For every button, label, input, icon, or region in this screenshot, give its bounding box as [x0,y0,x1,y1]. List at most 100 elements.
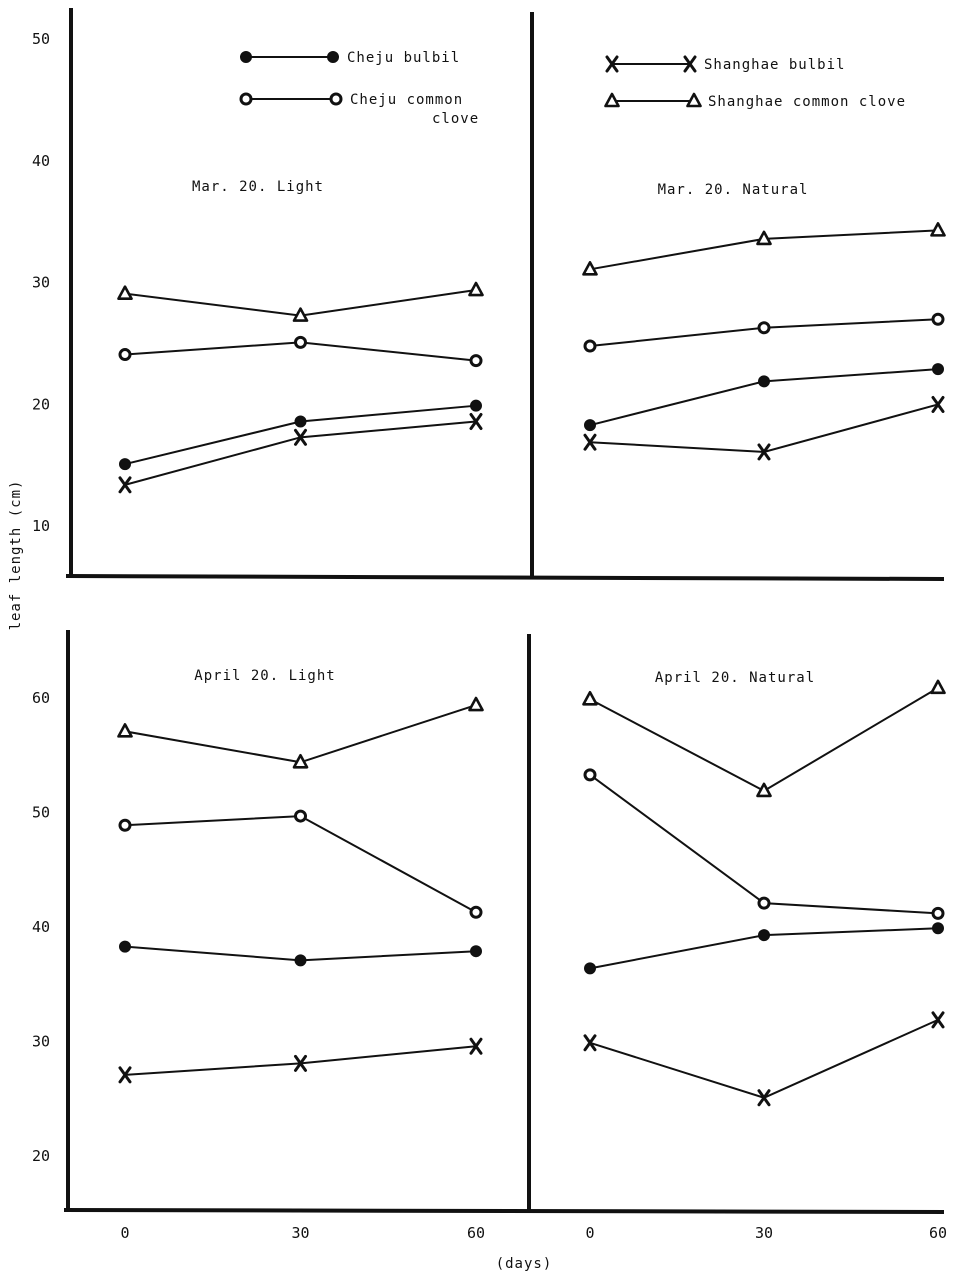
data-point [584,962,596,975]
x-axis-title: (days) [496,1256,553,1272]
y-tick-label: 20 [32,1147,50,1165]
data-point [117,285,133,300]
series-shanghae-bulbil [583,1011,945,1107]
series-shanghae-bulbil [118,413,483,494]
data-point [930,222,946,237]
series-line [124,420,477,486]
panel-mar-20-light [117,281,484,494]
data-point [583,433,597,451]
x-tick-labels: 0 30 60 0 30 60 [120,1224,947,1242]
data-point [292,753,309,769]
legend-marker-start [605,55,619,73]
data-point [470,399,482,412]
data-point [118,1066,132,1084]
x-tick-label: 60 [467,1224,485,1242]
data-point [931,312,945,326]
data-point [470,945,482,958]
series-cheju-bulbil [584,363,944,432]
x-tick-label: 0 [120,1224,129,1242]
series-shanghae-common-clove [582,679,946,798]
data-point [117,723,133,738]
data-point [757,896,771,910]
data-point [932,922,944,935]
legend-label: Shanghae common clove [708,94,906,110]
series-line [124,815,477,914]
series-shanghae-common-clove [582,222,946,276]
legend-label: Cheju bulbil [347,50,460,66]
panel-mar-20-natural [582,222,946,461]
y-tick-label: 60 [32,689,50,707]
y-axis-title: leaf length (cm) [8,480,24,631]
panel-titles: Mar. 20. Light Mar. 20. Natural April 20. … [192,179,815,686]
bottom-x-axis [63,1208,945,1214]
data-point [930,679,946,695]
data-point [118,476,132,494]
legend-marker-start [239,92,253,106]
data-point [582,690,598,706]
legend-marker-end [329,92,343,106]
series-line [589,686,939,793]
legend-item-shanghae-common-clove: Shanghae common clove [604,92,906,110]
y-tick-label: 30 [32,1033,50,1051]
data-point [294,415,307,428]
legend-item-cheju-bulbil: Cheju bulbil [240,50,460,66]
plot-area [117,222,946,1107]
legend-label: Cheju common clove [350,92,479,127]
series-shanghae-bulbil [118,1037,483,1084]
series-cheju-bulbil [119,940,482,967]
data-point [931,1011,945,1029]
data-point [583,339,597,353]
data-point [469,354,483,368]
data-point [931,906,945,920]
data-point [757,1089,771,1107]
y-tick-label: 20 [32,395,50,413]
series-shanghae-common-clove [117,696,484,769]
legend: Cheju bulbil Cheju common clove Shanghae bu… [239,50,906,127]
series-cheju-bulbil [584,922,944,975]
data-point [468,281,484,297]
data-point [932,363,944,376]
data-point [294,335,307,349]
data-point [469,905,483,919]
data-point [757,321,771,335]
data-point [118,818,132,832]
legend-marker-end [327,51,339,63]
data-point [294,809,307,823]
data-point [756,230,772,246]
data-point [294,1054,307,1072]
series-line [124,1045,477,1076]
data-point [119,458,131,471]
panel-title-april-20-natural: April 20. Natural [655,670,815,686]
panel-title-april-20-light: April 20. Light [194,668,335,684]
legend-label: Shanghae bulbil [704,57,845,73]
data-point [756,782,772,798]
x-tick-label: 60 [929,1224,947,1242]
y-tick-label: 50 [32,30,50,48]
data-point [469,1037,483,1055]
data-point [757,443,771,461]
panel-title-mar-20-natural: Mar. 20. Natural [658,182,809,198]
data-point [582,261,598,276]
data-point [469,413,483,431]
series-shanghae-bulbil [583,395,945,461]
legend-item-cheju-common-clove: Cheju common clove [239,92,479,127]
data-point [292,307,309,322]
data-point [119,940,131,953]
data-point [294,428,307,446]
series-line [589,1018,939,1099]
series-shanghae-common-clove [117,281,484,322]
series-cheju-bulbil [119,399,482,471]
axes-lines [63,8,945,1214]
data-point [468,696,484,712]
top-x-axis [65,574,945,581]
legend-item-shanghae-bulbil: Shanghae bulbil [605,55,845,73]
series-cheju-common-clove [118,335,483,368]
y-tick-label: 40 [32,918,50,936]
data-point [758,375,770,388]
data-point [583,1034,597,1052]
y-tick-label: 50 [32,804,50,822]
data-point [118,348,132,362]
data-point [583,768,597,782]
data-point [758,929,770,942]
legend-marker-start [604,92,620,108]
